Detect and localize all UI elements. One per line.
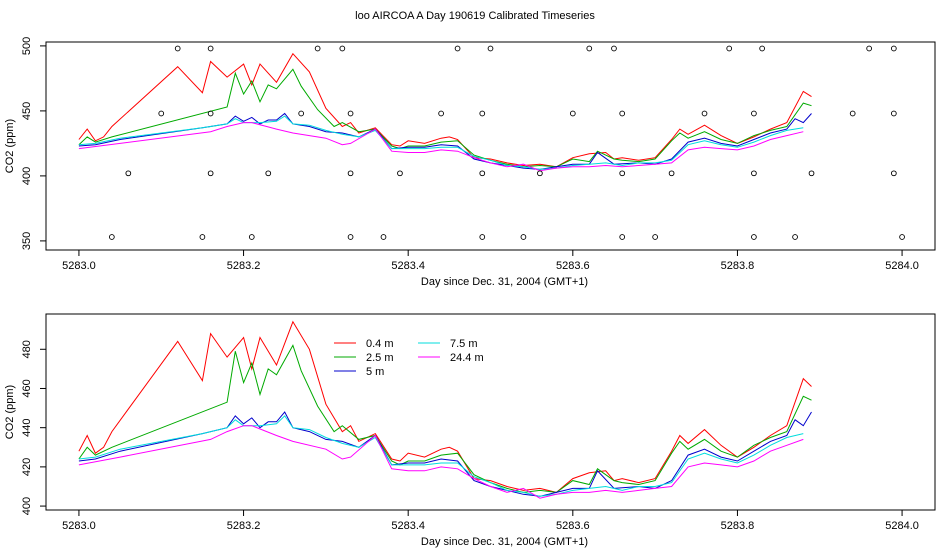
data-point-circle bbox=[207, 110, 214, 117]
data-point-circle bbox=[537, 170, 543, 177]
x-tick-label: 5283.2 bbox=[227, 520, 261, 532]
data-point-circle bbox=[866, 45, 872, 52]
data-point-circle bbox=[265, 170, 272, 177]
data-point-circle bbox=[619, 234, 626, 240]
data-point-circle bbox=[314, 45, 321, 52]
series-line-0 bbox=[78, 320, 812, 493]
y-tick-label: 350 bbox=[21, 232, 33, 250]
data-point-circle bbox=[586, 45, 593, 52]
x-tick-label: 5283.6 bbox=[556, 520, 590, 532]
data-point-circle bbox=[347, 110, 354, 117]
y-tick-label: 400 bbox=[21, 497, 33, 515]
legend-label: 5 m bbox=[366, 366, 384, 378]
series-line-1 bbox=[78, 344, 812, 493]
data-point-circle bbox=[479, 110, 486, 117]
data-point-circle bbox=[479, 170, 486, 177]
data-point-circle bbox=[890, 170, 897, 177]
y-tick-label: 400 bbox=[21, 167, 33, 185]
legend-label: 2.5 m bbox=[366, 352, 394, 364]
x-tick-label: 5283.8 bbox=[721, 260, 755, 272]
y-axis-label: CO2 (ppm) bbox=[4, 385, 16, 439]
y-tick-label: 420 bbox=[21, 458, 33, 476]
series-line-2 bbox=[78, 112, 812, 170]
data-point-circle bbox=[487, 45, 494, 52]
x-axis-label: Day since Dec. 31, 2004 (GMT+1) bbox=[421, 276, 588, 288]
data-point-circle bbox=[890, 45, 897, 52]
data-point-circle bbox=[569, 110, 576, 117]
y-axis-label: CO2 (ppm) bbox=[4, 119, 16, 173]
data-point-circle bbox=[890, 110, 897, 117]
x-tick-label: 5283.0 bbox=[62, 520, 96, 532]
data-point-circle bbox=[751, 234, 757, 240]
data-point-circle bbox=[479, 234, 486, 240]
data-point-circle bbox=[611, 45, 617, 52]
data-point-circle bbox=[109, 234, 115, 240]
data-point-circle bbox=[339, 45, 346, 52]
data-point-circle bbox=[207, 45, 214, 52]
data-point-circle bbox=[726, 45, 733, 52]
data-point-circle bbox=[454, 45, 461, 52]
series-line-2 bbox=[78, 411, 812, 497]
y-tick-label: 450 bbox=[21, 102, 33, 120]
series-line-4 bbox=[78, 425, 804, 499]
plot-frame bbox=[45, 313, 936, 511]
data-point-circle bbox=[248, 234, 255, 240]
series-line-3 bbox=[78, 415, 804, 497]
data-point-circle bbox=[397, 170, 403, 177]
data-point-circle bbox=[759, 45, 765, 52]
data-point-circle bbox=[520, 234, 527, 240]
y-tick-label: 440 bbox=[21, 419, 33, 437]
data-point-circle bbox=[808, 170, 815, 177]
y-tick-label: 500 bbox=[21, 37, 33, 55]
x-tick-label: 5284.0 bbox=[885, 520, 919, 532]
panel-top: 5283.0 5283.2 5283.4 5283.6 5283.8 5284.0 350 4… bbox=[4, 37, 936, 288]
data-point-circle bbox=[347, 170, 354, 177]
data-point-circle bbox=[751, 170, 757, 177]
data-point-circle bbox=[849, 110, 856, 117]
data-point-circle bbox=[125, 170, 132, 177]
legend-label: 0.4 m bbox=[366, 338, 394, 350]
x-tick-label: 5283.8 bbox=[721, 520, 755, 532]
data-point-circle bbox=[619, 170, 626, 177]
figure-title: loo AIRCOA A Day 190619 Calibrated Times… bbox=[355, 10, 595, 22]
data-point-circle bbox=[380, 234, 387, 240]
data-point-circle bbox=[792, 234, 798, 240]
data-point-circle bbox=[207, 170, 214, 177]
data-point-circle bbox=[751, 110, 757, 117]
data-point-circle bbox=[174, 45, 181, 52]
plot-frame bbox=[45, 41, 936, 251]
data-point-circle bbox=[199, 234, 206, 240]
data-point-circle bbox=[298, 110, 305, 117]
data-point-circle bbox=[158, 110, 165, 117]
data-point-circle bbox=[619, 110, 626, 117]
panel-bottom: 5283.0 5283.2 5283.4 5283.6 5283.8 5284.0 400 4… bbox=[4, 313, 936, 548]
series-line-4 bbox=[78, 122, 804, 172]
data-point-circle bbox=[652, 234, 658, 240]
x-tick-label: 5284.0 bbox=[885, 260, 919, 272]
data-point-circle bbox=[701, 110, 708, 117]
x-tick-label: 5283.6 bbox=[556, 260, 590, 272]
series-line-3 bbox=[78, 115, 804, 170]
x-tick-label: 5283.0 bbox=[62, 260, 96, 272]
series-line-0 bbox=[78, 52, 812, 168]
data-point-circle bbox=[347, 234, 354, 240]
legend-label: 7.5 m bbox=[450, 338, 478, 350]
y-tick-label: 480 bbox=[21, 340, 33, 358]
x-tick-label: 5283.4 bbox=[391, 520, 425, 532]
data-point-circle bbox=[899, 234, 905, 240]
data-point-circle bbox=[668, 170, 675, 177]
x-tick-label: 5283.4 bbox=[391, 260, 425, 272]
series-line-1 bbox=[78, 68, 812, 168]
x-tick-label: 5283.2 bbox=[227, 260, 261, 272]
data-point-circle bbox=[438, 110, 444, 117]
x-axis-label: Day since Dec. 31, 2004 (GMT+1) bbox=[421, 536, 588, 548]
y-tick-label: 460 bbox=[21, 379, 33, 397]
legend-label: 24.4 m bbox=[450, 352, 484, 364]
